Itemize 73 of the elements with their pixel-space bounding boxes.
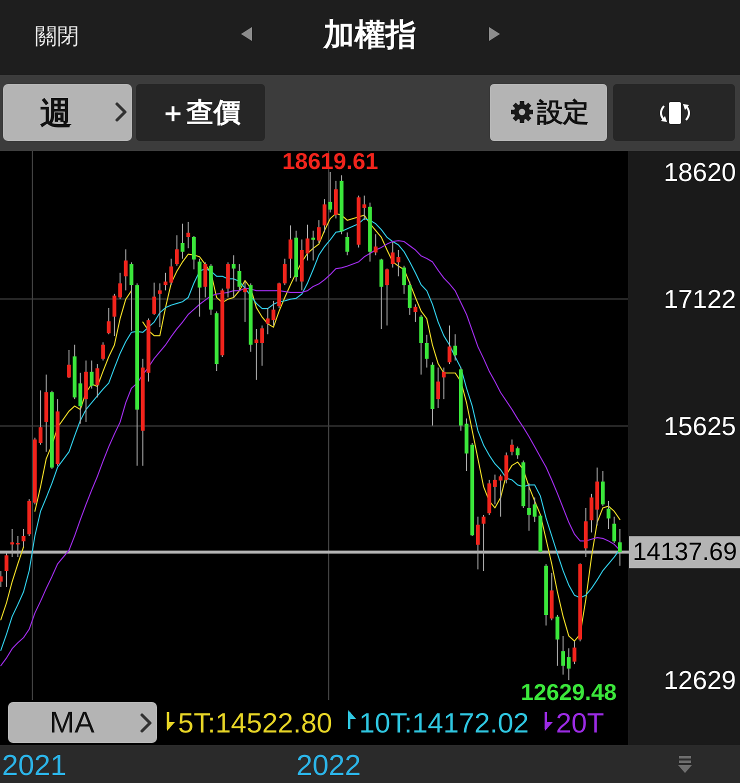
candlestick [561, 636, 565, 676]
y-tick-label: 17122 [664, 284, 736, 314]
candlestick [316, 220, 321, 244]
candlestick [510, 438, 514, 456]
y-tick-label: 15625 [664, 411, 736, 442]
candlestick [572, 640, 576, 665]
candlestick [390, 241, 395, 268]
chart-title: 加權指 [322, 17, 416, 53]
candlestick [436, 367, 440, 408]
candlestick [408, 281, 412, 316]
text: 週 [40, 94, 72, 132]
y-tick-label: 12629 [664, 665, 736, 696]
candlestick [414, 304, 418, 322]
candlestick [169, 258, 174, 286]
ref-line-label: 14137.69 [632, 538, 737, 566]
candlestick [362, 195, 366, 221]
y-tick-label: 18620 [664, 156, 736, 187]
text: ＋查價 [160, 98, 242, 128]
candlestick [203, 262, 208, 298]
candlestick [374, 234, 378, 256]
candlestick [158, 282, 162, 328]
legend-label: 5T:14522.80 [178, 708, 332, 738]
x-tick-label: 2022 [296, 750, 361, 782]
candlestick [164, 272, 168, 291]
candlestick [106, 307, 111, 335]
candlestick [174, 234, 179, 266]
candlestick [277, 282, 282, 308]
candlestick [288, 224, 292, 279]
candlestick [282, 258, 287, 286]
x-tick-label: 2021 [2, 750, 67, 782]
candlestick [237, 264, 242, 291]
candlestick [90, 360, 94, 390]
candlestick [152, 282, 156, 316]
candlestick [192, 235, 196, 270]
candlestick [448, 324, 452, 365]
candlestick [566, 648, 571, 681]
candlestick [590, 493, 594, 533]
candlestick [532, 496, 537, 522]
candlestick [322, 198, 326, 233]
candlestick [612, 516, 616, 544]
candlestick [78, 372, 82, 424]
legend-label: 10T:14172.02 [359, 708, 529, 738]
candlestick [95, 364, 100, 398]
text: 設定 [536, 98, 589, 128]
candlestick [516, 446, 520, 460]
candlestick [606, 500, 610, 530]
candlestick [101, 342, 105, 362]
candlestick [180, 223, 184, 260]
legend-title: MA [50, 706, 94, 740]
candlestick [600, 470, 605, 507]
candlestick [22, 528, 26, 548]
candlestick [130, 262, 134, 332]
candlestick [272, 300, 276, 326]
annotation: 12629.48 [520, 678, 617, 705]
candlestick [67, 350, 71, 379]
candlestick [402, 265, 406, 294]
candlestick [453, 334, 458, 362]
candlestick [345, 232, 350, 256]
candlestick [527, 482, 531, 532]
candlestick [442, 367, 446, 400]
candlestick [124, 248, 128, 291]
candlestick [311, 230, 316, 262]
candlestick [306, 224, 310, 262]
candlestick [556, 614, 560, 666]
candlestick [328, 171, 332, 213]
text: 關閉 [35, 24, 79, 50]
annotation: 18619.61 [282, 148, 378, 174]
legend-label: 20T [556, 708, 604, 738]
candlestick [232, 254, 236, 298]
candlestick [385, 268, 389, 326]
candlestick [243, 281, 247, 322]
candlestick [424, 334, 429, 368]
candlestick [396, 249, 400, 277]
